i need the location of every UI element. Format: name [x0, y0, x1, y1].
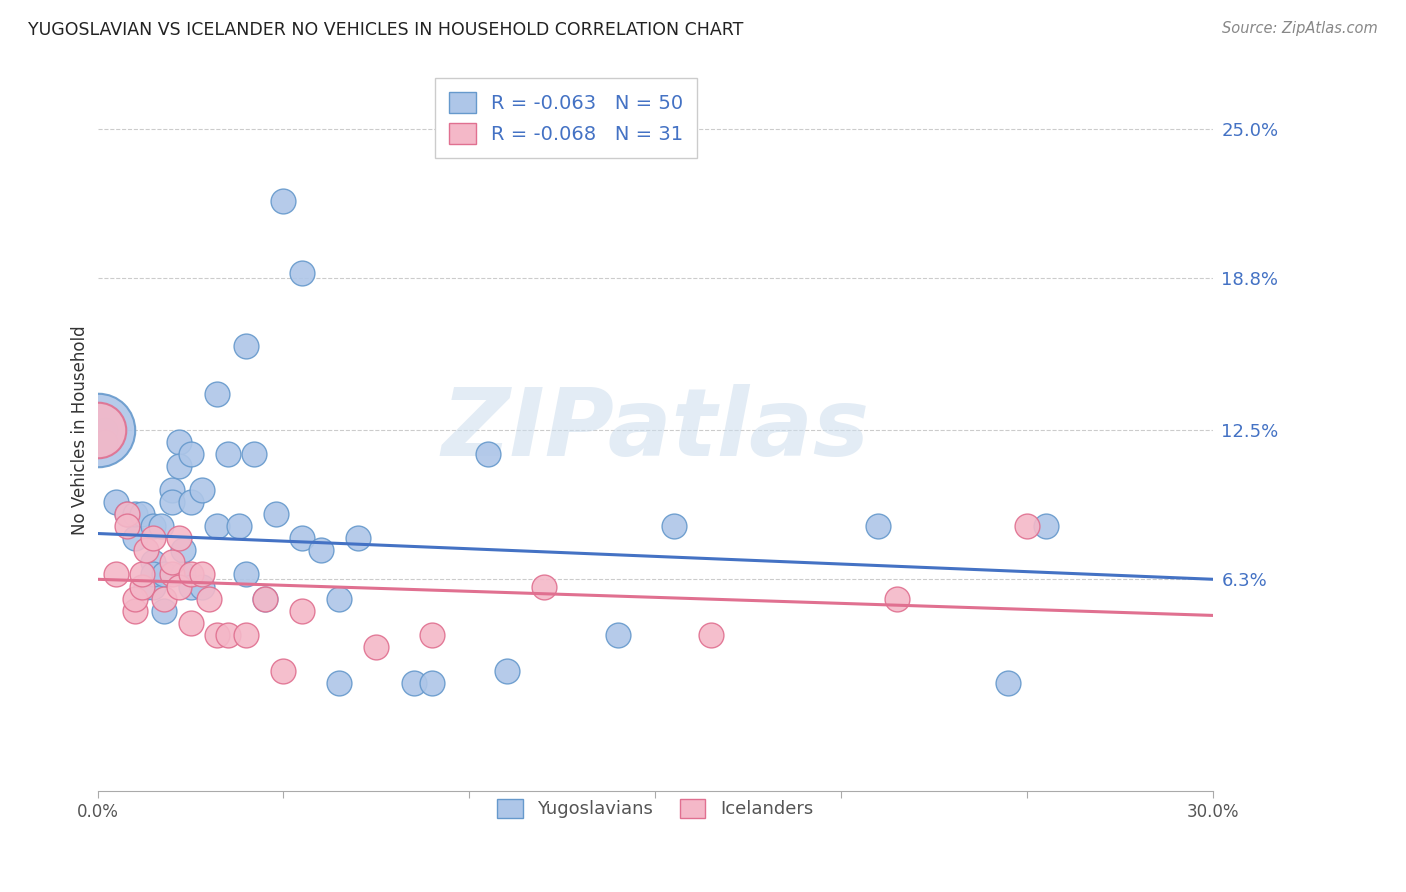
Point — [253, 591, 276, 606]
Point — [420, 628, 443, 642]
Point — [94, 423, 117, 437]
Point — [131, 567, 153, 582]
Point — [273, 194, 295, 208]
Point — [142, 556, 165, 570]
Point — [273, 664, 295, 678]
Point — [366, 640, 388, 654]
Point — [607, 628, 630, 642]
Point — [94, 434, 117, 449]
Text: YUGOSLAVIAN VS ICELANDER NO VEHICLES IN HOUSEHOLD CORRELATION CHART: YUGOSLAVIAN VS ICELANDER NO VEHICLES IN … — [28, 21, 744, 38]
Point — [135, 543, 157, 558]
Point — [124, 604, 146, 618]
Point — [217, 447, 239, 461]
Point — [328, 591, 350, 606]
Point — [172, 543, 194, 558]
Point — [142, 567, 165, 582]
Point — [131, 580, 153, 594]
Point — [997, 676, 1019, 690]
Text: ZIPatlas: ZIPatlas — [441, 384, 869, 476]
Point — [180, 580, 202, 594]
Point — [142, 519, 165, 533]
Point — [124, 591, 146, 606]
Point — [662, 519, 685, 533]
Point — [217, 628, 239, 642]
Point — [124, 532, 146, 546]
Y-axis label: No Vehicles in Household: No Vehicles in Household — [72, 325, 89, 534]
Point — [135, 580, 157, 594]
Point — [205, 386, 228, 401]
Point — [169, 580, 191, 594]
Point — [105, 567, 128, 582]
Point — [169, 434, 191, 449]
Point — [105, 495, 128, 509]
Point — [180, 567, 202, 582]
Point — [153, 591, 176, 606]
Text: Source: ZipAtlas.com: Source: ZipAtlas.com — [1222, 21, 1378, 36]
Point — [868, 519, 890, 533]
Point — [253, 591, 276, 606]
Point — [886, 591, 908, 606]
Point — [235, 567, 257, 582]
Point — [235, 628, 257, 642]
Point — [235, 338, 257, 352]
Point — [160, 483, 183, 497]
Point — [291, 532, 314, 546]
Legend: Yugoslavians, Icelanders: Yugoslavians, Icelanders — [491, 791, 820, 826]
Point — [180, 447, 202, 461]
Point — [149, 519, 172, 533]
Point — [700, 628, 723, 642]
Point — [169, 458, 191, 473]
Point — [328, 676, 350, 690]
Point — [1015, 519, 1038, 533]
Point — [180, 495, 202, 509]
Point — [153, 567, 176, 582]
Point — [117, 507, 139, 521]
Point — [402, 676, 425, 690]
Point — [117, 507, 139, 521]
Point — [180, 615, 202, 630]
Point — [533, 580, 555, 594]
Point — [190, 580, 212, 594]
Point — [160, 495, 183, 509]
Point — [86, 423, 108, 437]
Point — [190, 567, 212, 582]
Point — [124, 507, 146, 521]
Point — [169, 532, 191, 546]
Point — [228, 519, 250, 533]
Point — [172, 567, 194, 582]
Point — [117, 519, 139, 533]
Point — [1035, 519, 1057, 533]
Point — [205, 519, 228, 533]
Point — [309, 543, 332, 558]
Point — [495, 664, 517, 678]
Point — [291, 604, 314, 618]
Point — [142, 580, 165, 594]
Point — [291, 266, 314, 280]
Point — [86, 423, 108, 437]
Point — [346, 532, 368, 546]
Point — [264, 507, 287, 521]
Point — [160, 567, 183, 582]
Point — [160, 556, 183, 570]
Point — [242, 447, 264, 461]
Point — [420, 676, 443, 690]
Point — [153, 604, 176, 618]
Point — [205, 628, 228, 642]
Point — [198, 591, 221, 606]
Point — [477, 447, 499, 461]
Point — [142, 532, 165, 546]
Point — [131, 507, 153, 521]
Point — [190, 483, 212, 497]
